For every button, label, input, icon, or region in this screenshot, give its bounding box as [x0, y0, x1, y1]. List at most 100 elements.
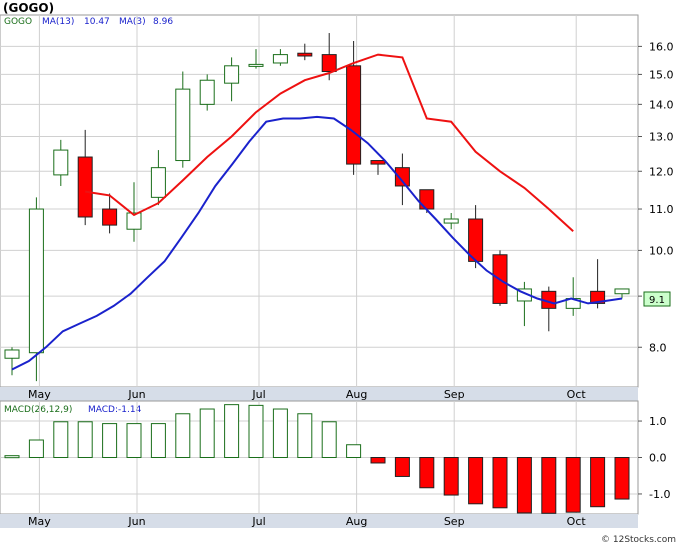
- macd-legend-value: MACD:-1.14: [88, 405, 142, 415]
- macd-y-tick-label: 0.0: [649, 452, 667, 465]
- legend-ma3-label: MA(3): [119, 17, 146, 27]
- macd-bar-positive: [77, 421, 93, 458]
- macd-bar-positive: [53, 421, 69, 458]
- ma3-line: [11, 115, 623, 371]
- candle-up: [272, 49, 288, 66]
- macd-bar-negative: [492, 457, 508, 509]
- macd-bar-positive: [150, 423, 166, 459]
- price-x-tick-label: Aug: [346, 388, 367, 401]
- price-x-tick-label: Oct: [567, 388, 587, 401]
- macd-bar-negative: [394, 457, 410, 477]
- candle-body: [77, 156, 93, 218]
- price-y-tick-label: 11.0: [649, 203, 674, 216]
- candle-body: [590, 290, 606, 304]
- last-price-tag-text: 9.1: [649, 295, 665, 306]
- price-y-tick-label: 12.0: [649, 165, 674, 178]
- candle-up: [199, 74, 215, 111]
- macd-x-axis-band: [0, 514, 638, 528]
- macd-bar-negative: [468, 457, 484, 505]
- macd-x-tick-label: May: [28, 515, 51, 528]
- macd-y-tick-label: -1.0: [649, 488, 670, 501]
- candle-body: [346, 65, 362, 165]
- macd-y-axis: 1.0 0.0 -1.0: [638, 415, 670, 501]
- price-x-tick-label: Jun: [127, 388, 145, 401]
- macd-bar-positive: [346, 444, 362, 459]
- macd-legend-label: MACD(26,12,9): [4, 405, 72, 415]
- price-y-tick-label: 8.0: [649, 341, 667, 354]
- candle-body: [419, 189, 435, 210]
- macd-x-axis: May Jun Jul Aug Sep Oct: [28, 515, 586, 528]
- price-x-tick-label: Sep: [444, 388, 465, 401]
- candle-up: [248, 49, 264, 69]
- candle-up: [126, 182, 142, 242]
- chart-title: (GOGO): [3, 1, 54, 15]
- macd-bar-positive: [224, 404, 240, 459]
- candle-down: [394, 153, 410, 206]
- price-x-tick-label: May: [28, 388, 51, 401]
- macd-bar-negative: [419, 457, 435, 489]
- macd-x-tick-label: Sep: [444, 515, 465, 528]
- macd-y-tick-label: 1.0: [649, 415, 667, 428]
- macd-legend: MACD(26,12,9) MACD:-1.14: [4, 405, 142, 415]
- candle-body: [272, 54, 288, 64]
- macd-bar-negative: [516, 457, 532, 514]
- candle-down: [492, 250, 508, 306]
- candle-body: [297, 52, 313, 57]
- candle-up: [614, 288, 630, 299]
- candle-body: [150, 167, 166, 198]
- macd-bar-positive: [175, 413, 191, 458]
- macd-bar-positive: [297, 413, 313, 458]
- price-x-tick-label: Jul: [251, 388, 265, 401]
- macd-bar-positive: [4, 455, 20, 459]
- legend-ticker: GOGO: [4, 17, 32, 27]
- legend-ma13-label: MA(13): [42, 17, 74, 27]
- macd-x-tick-label: Jun: [127, 515, 145, 528]
- candle-up: [443, 212, 459, 230]
- candle-body: [224, 65, 240, 84]
- candle-body: [53, 149, 69, 176]
- candle-up: [150, 150, 166, 206]
- macd-bar-negative: [614, 457, 630, 500]
- price-x-axis-band: [0, 387, 638, 401]
- macd-bar-negative: [590, 457, 606, 508]
- candle-body: [4, 349, 20, 359]
- macd-bar-negative: [541, 457, 557, 514]
- candle-down: [370, 160, 386, 175]
- price-y-tick-label: 10.0: [649, 244, 674, 257]
- candle-down: [590, 259, 606, 309]
- price-y-tick-label: 14.0: [649, 98, 674, 111]
- price-x-axis: May Jun Jul Aug Sep Oct: [28, 388, 586, 401]
- candle-body: [370, 160, 386, 165]
- candle-down: [77, 129, 93, 226]
- candle-body: [443, 218, 459, 224]
- price-y-tick-label: 15.0: [649, 68, 674, 81]
- candle-up: [28, 197, 44, 382]
- price-y-tick-label: 13.0: [649, 131, 674, 144]
- candle-down: [541, 286, 557, 332]
- macd-bar-positive: [102, 423, 118, 459]
- candle-body: [175, 88, 191, 162]
- price-candles: [4, 33, 630, 382]
- last-price-tag-box: [643, 291, 671, 307]
- macd-bar-positive: [126, 423, 142, 459]
- candle-body: [248, 63, 264, 67]
- price-legend: GOGO MA(13) 10.47 MA(3) 8.96: [4, 17, 173, 27]
- candle-body: [394, 167, 410, 187]
- legend-ma3-value: 8.96: [153, 17, 173, 27]
- macd-bar-positive: [28, 439, 44, 459]
- macd-bar-negative: [370, 457, 386, 464]
- candle-down: [102, 193, 118, 234]
- macd-x-tick-label: Aug: [346, 515, 367, 528]
- candle-up: [175, 71, 191, 168]
- last-price-tag: 9.1: [643, 291, 671, 307]
- copyright-footer: © 12Stocks.com: [601, 535, 676, 545]
- macd-bar-negative: [443, 457, 459, 496]
- macd-bars: [4, 404, 630, 514]
- legend-ma13-value: 10.47: [84, 17, 110, 27]
- price-grid: [0, 15, 638, 387]
- ma13-line: [85, 53, 574, 233]
- macd-bar-positive: [272, 408, 288, 458]
- moving-averages: [11, 53, 623, 371]
- candle-up: [4, 347, 20, 376]
- candle-body: [126, 212, 142, 230]
